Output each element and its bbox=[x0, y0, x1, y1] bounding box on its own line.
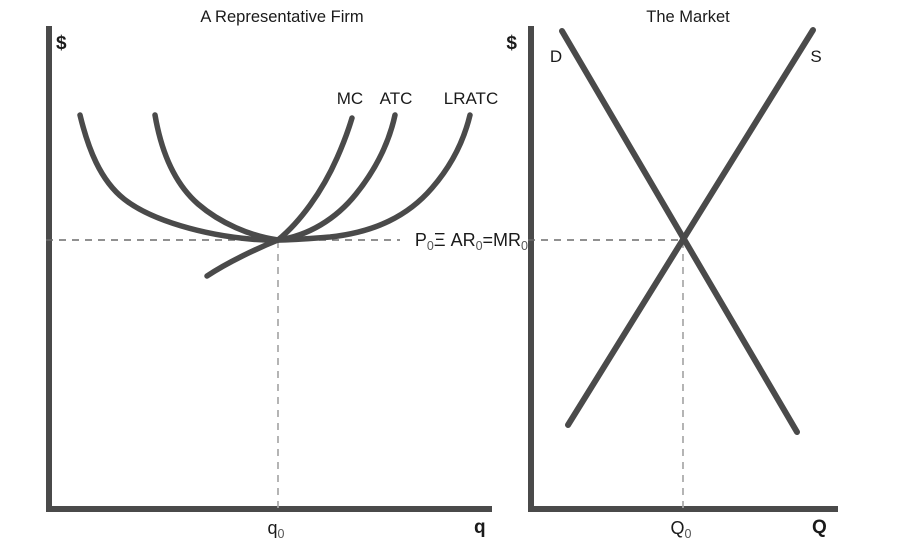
panel-the-market: The Market $ Q D S Q0 bbox=[506, 8, 838, 541]
price-label-p: P bbox=[415, 230, 427, 250]
curve-supply bbox=[565, 27, 816, 428]
curve-mc bbox=[204, 115, 355, 279]
y-axis-label-market: $ bbox=[506, 33, 517, 54]
quantity-label-market: Q0 bbox=[671, 518, 692, 541]
quantity-label-firm-sub: 0 bbox=[278, 527, 285, 541]
price-label-mr-sub: 0 bbox=[521, 239, 528, 253]
curve-label-supply: S bbox=[810, 47, 821, 66]
quantity-label-market-main: Q bbox=[671, 518, 685, 538]
x-axis-label-market: Q bbox=[812, 517, 827, 538]
price-label-firm: P0Ξ AR0=MR0 bbox=[415, 230, 528, 253]
quantity-label-firm-main: q bbox=[268, 518, 278, 538]
price-label-ar: AR bbox=[446, 230, 476, 250]
price-label-p-sub: 0 bbox=[427, 239, 434, 253]
quantity-label-market-sub: 0 bbox=[685, 527, 692, 541]
x-axis-label-firm: q bbox=[474, 517, 486, 538]
price-label-identity: Ξ bbox=[434, 230, 446, 250]
panel-title-the-market: The Market bbox=[646, 8, 730, 26]
curve-lratc bbox=[77, 112, 473, 243]
curve-label-atc: ATC bbox=[380, 89, 413, 108]
panel-title-representative-firm: A Representative Firm bbox=[200, 8, 363, 26]
price-label-ar-sub: 0 bbox=[476, 239, 483, 253]
quantity-label-firm: q0 bbox=[268, 518, 285, 541]
panel-representative-firm: A Representative Firm $ q MC ATC LRATC bbox=[46, 8, 528, 541]
price-label-eq: =MR bbox=[483, 230, 522, 250]
curve-demand bbox=[559, 28, 800, 435]
curve-atc bbox=[152, 112, 398, 243]
curve-label-mc: MC bbox=[337, 89, 363, 108]
curve-label-demand: D bbox=[550, 47, 562, 66]
svg-text:P0Ξ AR0=MR0: P0Ξ AR0=MR0 bbox=[415, 230, 528, 253]
y-axis-label-firm: $ bbox=[56, 33, 67, 54]
curve-label-lratc: LRATC bbox=[444, 89, 498, 108]
